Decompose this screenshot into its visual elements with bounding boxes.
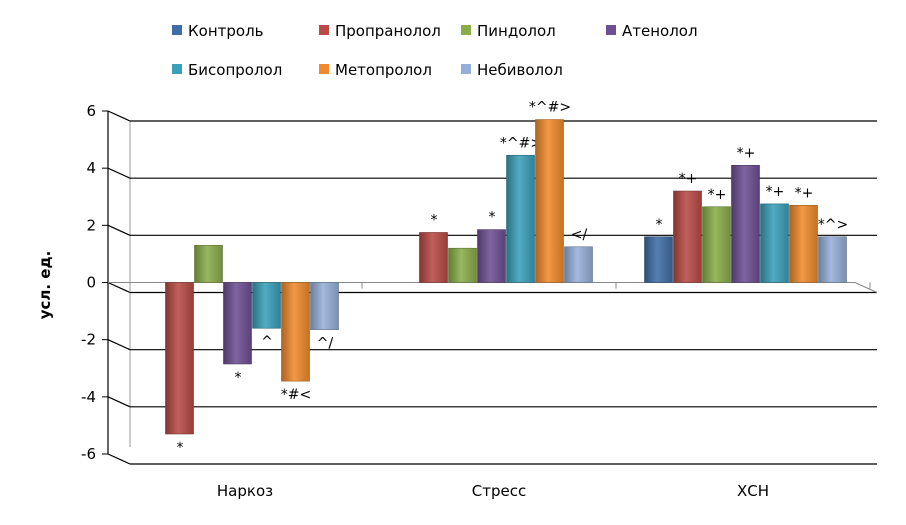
legend-label: Бисопролол bbox=[188, 61, 282, 79]
legend-item: Пропранолол bbox=[319, 22, 441, 40]
data-label: </ bbox=[571, 227, 588, 243]
gridline bbox=[102, 339, 877, 351]
data-label: * bbox=[656, 217, 663, 233]
data-label: ^ bbox=[261, 334, 273, 350]
data-label: * bbox=[431, 212, 438, 228]
bar bbox=[448, 247, 477, 283]
data-label: *+ bbox=[708, 187, 727, 203]
gridline bbox=[102, 110, 877, 122]
gridline bbox=[102, 167, 877, 179]
data-label: * bbox=[489, 210, 496, 226]
data-label: *#< bbox=[281, 387, 311, 403]
data-label: *^> bbox=[818, 217, 848, 233]
legend-item: Небиволол bbox=[461, 61, 563, 79]
legend-swatch bbox=[606, 25, 616, 35]
data-label: *^#> bbox=[529, 100, 571, 116]
gridline bbox=[102, 281, 877, 294]
y-tick-label: 0 bbox=[86, 274, 96, 292]
bar bbox=[673, 190, 702, 283]
legend-swatch bbox=[172, 25, 182, 35]
data-label: *+ bbox=[737, 145, 756, 161]
data-label: *+ bbox=[766, 184, 785, 200]
y-tick-label: -4 bbox=[81, 388, 96, 406]
legend-label: Контроль bbox=[188, 22, 264, 40]
legend-label: Атенолол bbox=[622, 22, 698, 40]
x-tick-label: ХСН bbox=[737, 482, 769, 500]
bar bbox=[477, 229, 506, 283]
legend-swatch bbox=[461, 25, 471, 35]
bar bbox=[789, 205, 818, 283]
bar bbox=[731, 165, 760, 283]
plot-area: 6 4 2 0 -2 -4 -6 * * ^ *#< ^/ Наркоз * * *^#> *^#> </ Стре… bbox=[81, 100, 878, 500]
gridline bbox=[102, 396, 877, 408]
bar bbox=[223, 282, 252, 365]
x-tick-label: Стресс bbox=[472, 482, 526, 500]
bar bbox=[702, 206, 731, 283]
data-label: *+ bbox=[679, 171, 698, 187]
legend-label: Пиндолол bbox=[477, 22, 556, 40]
legend-item: Атенолол bbox=[606, 22, 698, 40]
gridline bbox=[102, 453, 877, 465]
y-tick-label: -6 bbox=[81, 445, 96, 463]
legend-label: Пропранолол bbox=[335, 22, 441, 40]
legend-label: Метопролол bbox=[335, 61, 432, 79]
legend-swatch bbox=[319, 64, 329, 74]
legend: Контроль Пропранолол Пиндолол Атенолол Бисоп… bbox=[172, 22, 698, 79]
data-label: * bbox=[177, 440, 184, 456]
legend-item: Контроль bbox=[172, 22, 264, 40]
x-tick-label: Наркоз bbox=[217, 482, 273, 500]
legend-swatch bbox=[172, 64, 182, 74]
data-label: ^/ bbox=[317, 336, 334, 352]
bar bbox=[760, 203, 789, 283]
bar bbox=[281, 282, 310, 382]
bar bbox=[165, 282, 194, 435]
bar bbox=[506, 155, 535, 283]
bar bbox=[252, 282, 281, 329]
bar bbox=[535, 119, 564, 283]
legend-item: Бисопролол bbox=[172, 61, 282, 79]
bar bbox=[818, 236, 847, 283]
y-tick-label: 2 bbox=[86, 216, 96, 234]
data-label: *+ bbox=[795, 185, 814, 201]
legend-item: Метопролол bbox=[319, 61, 432, 79]
y-axis-label: усл. ед. bbox=[36, 251, 54, 320]
bar bbox=[564, 246, 593, 283]
y-tick-label: -2 bbox=[81, 331, 96, 349]
y-tick-label: 4 bbox=[86, 159, 96, 177]
data-label: * bbox=[235, 370, 242, 386]
bar bbox=[194, 245, 223, 283]
legend-swatch bbox=[319, 25, 329, 35]
y-tick-label: 6 bbox=[86, 102, 96, 120]
bar bbox=[419, 232, 448, 283]
legend-swatch bbox=[461, 64, 471, 74]
bar bbox=[644, 236, 673, 283]
data-label: *^#> bbox=[500, 135, 542, 151]
legend-label: Небиволол bbox=[477, 61, 563, 79]
bar bbox=[310, 282, 339, 330]
legend-item: Пиндолол bbox=[461, 22, 556, 40]
